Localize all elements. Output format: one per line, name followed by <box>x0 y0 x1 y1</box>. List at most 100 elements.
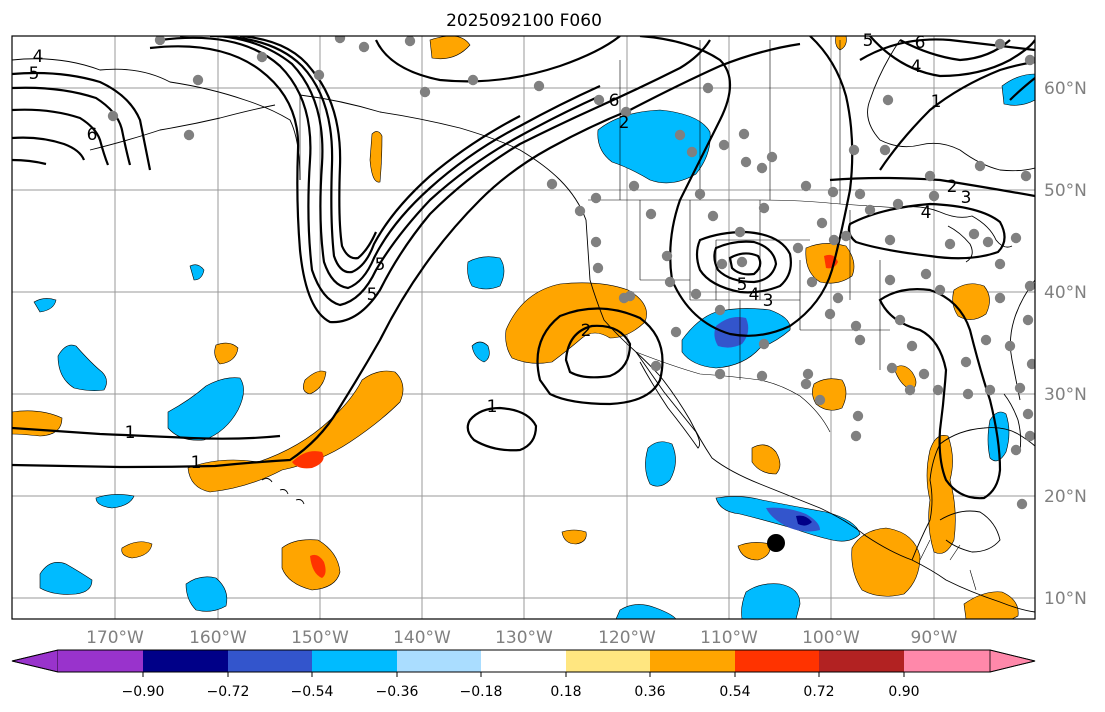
station-dot <box>736 256 748 268</box>
map-content <box>12 36 1035 619</box>
cyan-patch <box>33 298 57 313</box>
station-dot <box>533 80 545 92</box>
station-dot <box>690 288 702 300</box>
contour-label: 2 <box>581 321 592 341</box>
cyan-patch <box>987 411 1010 462</box>
station-dot <box>313 69 325 81</box>
station-dot <box>686 146 698 158</box>
contour-line <box>728 252 762 276</box>
station-dot <box>702 82 714 94</box>
map-title: 2025092100 F060 <box>446 11 602 31</box>
cyan-patch <box>467 256 505 290</box>
north-america-west-coast <box>299 94 1035 613</box>
orange-patch <box>952 283 990 320</box>
station-dot <box>879 144 891 156</box>
cyan-patch <box>471 341 490 363</box>
station-dot <box>928 190 940 202</box>
longitude-label: 90°W <box>911 628 958 648</box>
contour-line <box>149 39 711 324</box>
contour-label: 2 <box>619 113 630 133</box>
gridlines <box>12 36 1035 619</box>
contour-label: 2 <box>947 177 958 197</box>
latitude-label: 40°N <box>1044 283 1087 303</box>
cyan-patch <box>57 344 107 391</box>
contour-label: 5 <box>737 275 748 295</box>
station-dot <box>1010 444 1022 456</box>
station-dot <box>716 258 728 270</box>
station-dot <box>546 178 558 190</box>
station-dot <box>740 156 752 168</box>
station-dot <box>882 94 894 106</box>
contour-line <box>847 202 1006 260</box>
contour-label: 3 <box>763 291 774 311</box>
station-dot <box>256 51 268 63</box>
contour-line <box>829 176 1035 198</box>
station-dot <box>852 410 864 422</box>
contour-label: 1 <box>931 92 942 112</box>
contour-line <box>899 39 1011 62</box>
contour-label: 4 <box>33 47 44 67</box>
station-dot <box>1004 340 1016 352</box>
colorbar: −0.90 −0.72 −0.54 −0.36 −0.18 0.18 0.36 0.54 0.7… <box>11 649 1036 700</box>
station-dot <box>884 234 896 246</box>
colorbar-segment <box>566 650 650 672</box>
longitude-label: 140°W <box>393 628 451 648</box>
station-dot <box>816 217 828 229</box>
station-dot <box>624 290 636 302</box>
station-dot <box>884 274 896 286</box>
station-dot <box>892 198 904 210</box>
station-dot <box>806 276 818 288</box>
station-dot <box>183 129 195 141</box>
cyan-patch <box>615 604 677 619</box>
longitude-label: 160°W <box>189 628 247 648</box>
station-dot <box>944 238 956 250</box>
contour-line <box>564 324 632 379</box>
station-dot <box>620 106 632 118</box>
colorbar-segment <box>735 650 819 672</box>
station-dot <box>984 384 996 396</box>
hawaii-islands <box>261 477 305 505</box>
station-dot <box>840 230 852 242</box>
contour-line <box>879 60 1035 171</box>
east-coast <box>1009 279 1035 401</box>
storm-center-marker <box>767 534 785 552</box>
station-dot <box>850 320 862 332</box>
colorbar-segment <box>397 650 481 672</box>
contour-line <box>180 36 601 290</box>
station-dot <box>906 340 918 352</box>
contour-line <box>713 240 778 284</box>
station-dot <box>904 384 916 396</box>
colorbar-tick-label: −0.90 <box>122 684 165 700</box>
station-dot <box>756 370 768 382</box>
canada-provinces <box>619 40 841 204</box>
red-core <box>310 554 326 578</box>
orange-patch <box>303 370 327 395</box>
baja-california <box>635 351 701 449</box>
colorbar-segment <box>228 650 312 672</box>
station-dot <box>1022 314 1034 326</box>
station-dot <box>590 192 602 204</box>
orange-patch <box>893 365 917 391</box>
contour-label: 6 <box>915 33 926 53</box>
contour-label: 5 <box>29 64 40 84</box>
contour-line <box>12 136 86 161</box>
blue-core <box>766 507 820 532</box>
station-dot <box>932 384 944 396</box>
strong-positive-cores <box>292 254 838 578</box>
station-dot <box>924 170 936 182</box>
station-dot <box>832 292 844 304</box>
colorbar-tick-label: −0.72 <box>207 684 250 700</box>
alaska-coast <box>12 58 301 181</box>
station-dot <box>766 151 778 163</box>
yucatan <box>939 510 1001 553</box>
contour-line <box>536 307 664 406</box>
colorbar-extension-high <box>989 649 1036 673</box>
orange-patch <box>187 370 404 493</box>
station-dot <box>1024 54 1035 66</box>
station-dot <box>994 258 1006 270</box>
station-dot <box>824 308 836 320</box>
contour-line <box>12 426 281 440</box>
political-borders <box>299 40 977 591</box>
station-dot <box>800 378 812 390</box>
